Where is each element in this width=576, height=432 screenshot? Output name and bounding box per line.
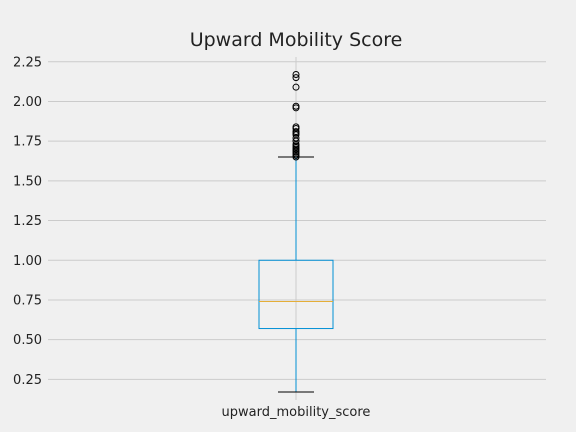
y-tick-label: 0.75 bbox=[13, 293, 42, 308]
outlier-point bbox=[292, 123, 300, 131]
chart-title: Upward Mobility Score bbox=[190, 29, 403, 51]
outlier-point bbox=[292, 74, 300, 82]
y-tick-label: 1.25 bbox=[13, 214, 42, 229]
x-tick-label: upward_mobility_score bbox=[222, 405, 371, 420]
outlier-point bbox=[292, 83, 300, 91]
outlier-point bbox=[292, 70, 300, 78]
y-tick-label: 2.25 bbox=[13, 55, 42, 70]
y-tick-label: 1.75 bbox=[13, 135, 42, 150]
y-tick-label: 1.00 bbox=[13, 254, 42, 269]
axis-layer: 0.25 0.50 0.75 1.00 1.25 1.50 1.75 2.00 2.25 upwa… bbox=[13, 55, 370, 420]
iqr-box bbox=[258, 259, 334, 330]
y-tick-label: 0.50 bbox=[13, 333, 42, 348]
box-layer bbox=[258, 70, 334, 393]
outlier-point bbox=[292, 102, 300, 110]
y-tick-label: 2.00 bbox=[13, 95, 42, 110]
y-tick-label: 1.50 bbox=[13, 174, 42, 189]
outlier-point bbox=[292, 128, 300, 136]
y-tick-label: 0.25 bbox=[13, 373, 42, 388]
